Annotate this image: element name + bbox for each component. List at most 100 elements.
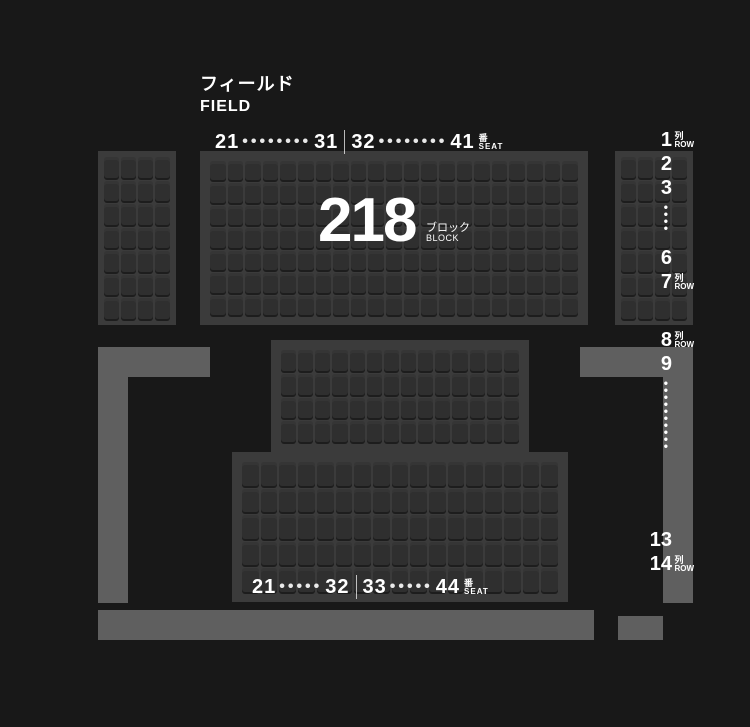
seat: [384, 421, 399, 442]
seat: [541, 489, 558, 513]
seat: [545, 296, 561, 315]
seat: [418, 350, 433, 371]
row-label: 列ROW: [674, 132, 694, 149]
aisle-left-vertical: [98, 347, 128, 603]
seat: [562, 228, 578, 247]
seat: [504, 515, 521, 539]
seat: [404, 228, 420, 247]
seat: [138, 228, 153, 249]
seat-top-left-start: 21: [215, 131, 239, 154]
row-dots: ••••••••••: [664, 380, 668, 450]
seat: [298, 350, 313, 371]
seat: [155, 181, 170, 202]
seat-row: [210, 161, 578, 180]
seat: [367, 374, 382, 395]
seat: [504, 489, 521, 513]
seat: [509, 183, 525, 202]
row-number: 9: [661, 354, 672, 374]
seat: [263, 161, 279, 180]
seat: [672, 157, 687, 178]
seat: [279, 542, 296, 566]
seat: [373, 462, 390, 486]
seats-lower-center: [242, 462, 558, 592]
seat-bot-left-end: 32: [325, 576, 349, 599]
seat: [470, 374, 485, 395]
seat: [492, 251, 508, 270]
seat: [429, 489, 446, 513]
seat: [350, 421, 365, 442]
seat: [121, 298, 136, 319]
seat: [638, 181, 653, 202]
seat: [485, 515, 502, 539]
aisle-bottom: [98, 610, 594, 640]
seat-row: [621, 298, 687, 319]
seat: [492, 296, 508, 315]
seat: [392, 489, 409, 513]
seat: [392, 542, 409, 566]
seat: [104, 275, 119, 296]
seat: [138, 251, 153, 272]
seat: [452, 421, 467, 442]
seat: [155, 157, 170, 178]
seat: [121, 181, 136, 202]
seat-row: [621, 181, 687, 202]
seat: [298, 183, 314, 202]
seat: [298, 296, 314, 315]
seat: [316, 273, 332, 292]
seat: [638, 275, 653, 296]
seat-top-left-end: 31: [314, 131, 338, 154]
seat: [545, 183, 561, 202]
seat: [404, 161, 420, 180]
seat: [245, 296, 261, 315]
seat: [333, 206, 349, 225]
seat: [474, 296, 490, 315]
seat: [155, 275, 170, 296]
seat: [298, 489, 315, 513]
seat: [487, 398, 502, 419]
row-label: 列ROW: [674, 274, 694, 291]
seat: [562, 296, 578, 315]
seat: [354, 462, 371, 486]
seat: [298, 421, 313, 442]
seat: [281, 421, 296, 442]
seat: [638, 204, 653, 225]
seat: [509, 206, 525, 225]
seat: [523, 568, 540, 592]
seat: [368, 273, 384, 292]
seat: [228, 273, 244, 292]
seat: [638, 298, 653, 319]
seat: [527, 273, 543, 292]
seat: [336, 489, 353, 513]
seat: [410, 515, 427, 539]
seat: [621, 275, 636, 296]
row-number: 7: [661, 272, 672, 292]
seat: [418, 374, 433, 395]
seat-row: [281, 374, 519, 395]
seat: [373, 515, 390, 539]
seat-row: [104, 228, 170, 249]
seat: [672, 298, 687, 319]
seat: [368, 206, 384, 225]
seat-bot-dots-right: •••••: [387, 578, 436, 596]
seat: [280, 251, 296, 270]
seat: [452, 398, 467, 419]
seat: [121, 157, 136, 178]
seat: [210, 228, 226, 247]
seat-header-divider: [356, 575, 357, 599]
seat-header-divider: [344, 130, 345, 154]
seat: [280, 206, 296, 225]
seat: [298, 228, 314, 247]
seat: [281, 398, 296, 419]
seat: [121, 228, 136, 249]
seat: [316, 206, 332, 225]
seat: [392, 462, 409, 486]
seat: [562, 183, 578, 202]
seat-row: [621, 204, 687, 225]
seat: [333, 273, 349, 292]
seat-row: [242, 542, 558, 566]
seat: [228, 183, 244, 202]
seat-row: [281, 421, 519, 442]
seat: [638, 157, 653, 178]
seat: [410, 489, 427, 513]
seat: [621, 251, 636, 272]
